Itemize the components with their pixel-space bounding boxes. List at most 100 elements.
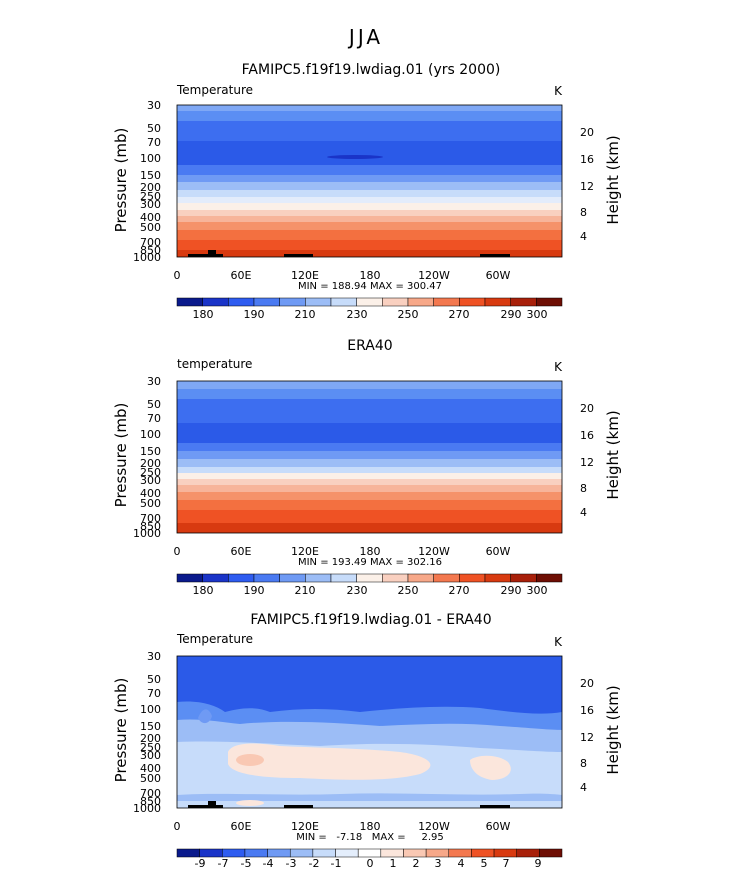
height-tick-label: 20 xyxy=(580,126,594,139)
colorbar-label: -7 xyxy=(218,857,229,870)
colorbar-swatch xyxy=(330,297,357,307)
band xyxy=(177,216,562,222)
panel-diff-title: FAMIPC5.f19f19.lwdiag.01 - ERA40 xyxy=(250,612,491,628)
colorbar-swatch xyxy=(459,573,486,583)
panel-obs-variable: temperature xyxy=(177,357,252,371)
panel-diff-frame xyxy=(176,655,563,809)
topography xyxy=(480,805,510,808)
band xyxy=(177,473,562,479)
band xyxy=(177,121,562,141)
colorbar-label: 250 xyxy=(398,584,419,597)
panel-obs-xaxis: 0 60E 120E 180 120W 60W xyxy=(174,545,511,558)
cold-core xyxy=(198,709,212,724)
panel-obs-ylabel: Pressure (mb) xyxy=(112,403,130,508)
colorbar-swatch xyxy=(539,848,563,858)
xtick-label: 0 xyxy=(174,545,181,558)
panel-obs-colorbar-labels: 180 190 210 230 250 270 290 300 xyxy=(193,584,548,597)
band xyxy=(177,203,562,210)
band xyxy=(177,197,562,203)
ytick-label: 300 xyxy=(140,198,161,211)
panel-obs-title: ERA40 xyxy=(347,338,392,354)
band xyxy=(177,210,562,216)
colorbar-swatch xyxy=(407,573,434,583)
panel-diff: FAMIPC5.f19f19.lwdiag.01 - ERA40 Tempera… xyxy=(112,612,622,870)
panel-obs: ERA40 temperature K Pressure (mb) Height… xyxy=(112,338,622,597)
panel-obs-colorbar xyxy=(176,573,563,583)
panel-model-frame xyxy=(176,104,563,258)
panel-obs-stats: MIN = 193.49 MAX = 302.16 xyxy=(298,557,442,568)
panel-model-ylabel: Pressure (mb) xyxy=(112,128,130,233)
ytick-label: 400 xyxy=(140,762,161,775)
band xyxy=(177,230,562,240)
colorbar-swatch xyxy=(433,573,460,583)
colorbar-label: 190 xyxy=(244,584,265,597)
ytick-label: 700 xyxy=(140,787,161,800)
ytick-label: 300 xyxy=(140,749,161,762)
colorbar-swatch xyxy=(493,848,517,858)
height-tick-label: 16 xyxy=(580,704,594,717)
xtick-label: 180 xyxy=(360,820,381,833)
colorbar-swatch xyxy=(312,848,336,858)
colorbar-swatch xyxy=(536,297,563,307)
ytick-label: 400 xyxy=(140,487,161,500)
colorbar-label: 7 xyxy=(503,857,510,870)
panel-model-xaxis: 0 60E 120E 180 120W 60W xyxy=(174,269,511,282)
ytick-label: 30 xyxy=(147,99,161,112)
height-tick-label: 8 xyxy=(580,482,587,495)
band xyxy=(177,389,562,399)
ytick-label: 30 xyxy=(147,375,161,388)
ytick-label: 30 xyxy=(147,650,161,663)
topography xyxy=(284,805,313,808)
ytick-label: 250 xyxy=(140,466,161,479)
topography xyxy=(284,254,313,257)
xtick-label: 0 xyxy=(174,269,181,282)
ytick-label: 250 xyxy=(140,190,161,203)
colorbar-swatch xyxy=(382,573,409,583)
panel-obs-frame xyxy=(176,380,563,534)
band xyxy=(177,510,562,523)
colorbar-swatch xyxy=(279,573,306,583)
band xyxy=(177,250,562,257)
colorbar-label: -2 xyxy=(309,857,320,870)
panel-diff-colorbar-labels: -9 -7 -5 -4 -3 -2 -1 0 1 2 3 4 5 7 9 xyxy=(195,857,542,870)
colorbar-label: 270 xyxy=(449,584,470,597)
panel-model-ylabel-right: Height (km) xyxy=(604,135,622,224)
colorbar-swatch xyxy=(202,297,229,307)
ytick-label: 1000 xyxy=(133,527,161,540)
ytick-label: 500 xyxy=(140,772,161,785)
xtick-label: 60W xyxy=(486,269,511,282)
ytick-label: 100 xyxy=(140,428,161,441)
xtick-label: 120W xyxy=(418,820,450,833)
colorbar-swatch xyxy=(228,573,255,583)
colorbar-label: -1 xyxy=(331,857,342,870)
colorbar-swatch xyxy=(176,297,203,307)
ytick-label: 70 xyxy=(147,136,161,149)
warm-anomaly xyxy=(228,743,431,780)
colorbar-label: 270 xyxy=(449,308,470,321)
colorbar-label: 210 xyxy=(295,584,316,597)
height-tick-label: 8 xyxy=(580,206,587,219)
panel-obs-plot xyxy=(176,380,563,534)
ytick-label: 200 xyxy=(140,181,161,194)
band xyxy=(177,500,562,510)
band xyxy=(177,222,562,230)
colorbar-swatch xyxy=(407,297,434,307)
height-tick-label: 4 xyxy=(580,230,587,243)
colorbar-label: 2 xyxy=(413,857,420,870)
colorbar-swatch xyxy=(357,848,382,858)
ytick-label: 150 xyxy=(140,169,161,182)
colorbar-swatch xyxy=(267,848,291,858)
xtick-label: 120E xyxy=(291,545,319,558)
height-tick-label: 4 xyxy=(580,781,587,794)
panel-model-title: FAMIPC5.f19f19.lwdiag.01 (yrs 2000) xyxy=(242,62,501,78)
colorbar-label: 4 xyxy=(458,857,465,870)
band xyxy=(177,492,562,500)
topography xyxy=(188,805,223,808)
colorbar-label: -5 xyxy=(241,857,252,870)
colorbar-swatch xyxy=(335,848,359,858)
panel-diff-ylabel: Pressure (mb) xyxy=(112,678,130,783)
ytick-label: 1000 xyxy=(133,251,161,264)
ytick-label: 700 xyxy=(140,236,161,249)
colorbar-swatch xyxy=(433,297,460,307)
panel-model-colorbar xyxy=(176,297,563,307)
